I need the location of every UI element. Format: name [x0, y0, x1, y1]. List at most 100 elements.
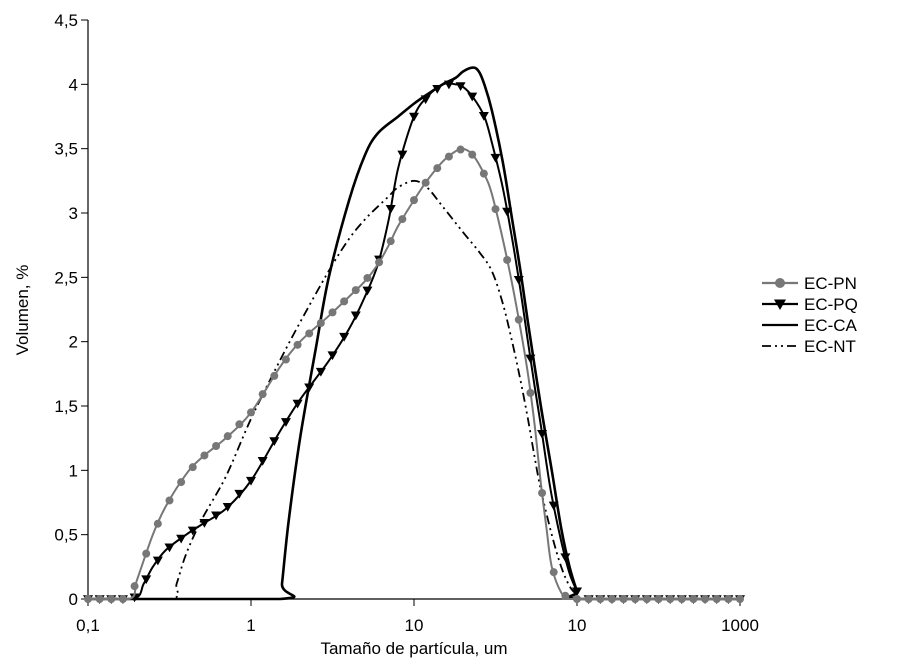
- series-line-ec-ca: [88, 66, 740, 601]
- marker-ec-pn: [118, 595, 127, 603]
- marker-ec-pn: [258, 390, 267, 399]
- x-axis-label: Tamaño de partícula, um: [320, 639, 507, 658]
- marker-ec-pn: [701, 595, 710, 603]
- marker-ec-pq: [280, 418, 291, 427]
- marker-ec-pq: [211, 511, 222, 521]
- marker-ec-pq: [350, 311, 361, 321]
- marker-ec-pq: [257, 457, 268, 466]
- marker-ec-pn: [596, 595, 605, 603]
- legend-marker-ec-pn: [775, 278, 785, 288]
- marker-ec-pn: [584, 595, 593, 603]
- y-tick-label: 1,5: [54, 397, 78, 416]
- axes: 0 0,5 1 1,5 2 2,5 3 3,5 4 4,5 0,1 1 10 10 1000: [54, 11, 759, 635]
- marker-ec-pn: [223, 432, 232, 441]
- marker-ec-pn: [351, 286, 360, 295]
- marker-ec-pn: [305, 329, 314, 338]
- marker-ec-pn: [328, 308, 337, 317]
- x-tick-label: 1000: [721, 616, 759, 635]
- marker-ec-pq: [397, 150, 408, 160]
- marker-ec-pn: [235, 420, 244, 429]
- series-ec-ca: [88, 66, 740, 601]
- marker-ec-pq: [327, 351, 338, 361]
- legend: EC-PN EC-PQ EC-CA EC-NT: [762, 274, 858, 356]
- marker-ec-pn: [526, 388, 535, 397]
- marker-ec-pq: [315, 367, 326, 377]
- marker-ec-pn: [433, 164, 442, 173]
- y-tick-label: 2: [69, 333, 78, 352]
- series-line-ec-pn: [88, 147, 740, 601]
- legend-item-ec-nt: EC-NT: [762, 337, 856, 356]
- legend-label-ec-pn: EC-PN: [804, 274, 857, 293]
- marker-ec-pq: [129, 593, 140, 603]
- marker-ec-pn: [398, 215, 407, 224]
- x-tick-label: 0,1: [76, 616, 100, 635]
- marker-ec-pq: [478, 111, 489, 121]
- marker-ec-pn: [95, 595, 104, 603]
- marker-ec-pn: [270, 371, 279, 380]
- marker-ec-pn: [549, 568, 558, 577]
- marker-ec-pn: [130, 582, 139, 591]
- legend-label-ec-ca: EC-CA: [804, 316, 858, 335]
- legend-item-ec-ca: EC-CA: [762, 316, 858, 335]
- marker-ec-pn: [631, 595, 640, 603]
- x-tick-label: 10: [568, 616, 587, 635]
- marker-ec-pn: [165, 496, 174, 505]
- marker-ec-pn: [293, 340, 302, 349]
- marker-ec-pn: [573, 595, 581, 603]
- marker-ec-pn: [212, 442, 221, 451]
- y-tick-label: 3,5: [54, 140, 78, 159]
- marker-ec-pq: [292, 399, 303, 409]
- marker-ec-pq: [560, 553, 571, 563]
- legend-label-ec-pq: EC-PQ: [804, 295, 858, 314]
- marker-ec-pn: [316, 319, 325, 328]
- marker-ec-pn: [538, 488, 547, 497]
- y-tick-label: 0,5: [54, 526, 78, 545]
- marker-ec-pn: [153, 519, 162, 528]
- marker-ec-pn: [654, 595, 663, 603]
- series-layer: [83, 66, 745, 604]
- series-ec-pn: [84, 145, 744, 603]
- marker-ec-pq: [234, 489, 245, 499]
- marker-ec-pn: [177, 478, 186, 487]
- marker-ec-pq: [362, 286, 373, 296]
- y-tick-label: 0: [69, 590, 78, 609]
- marker-ec-pn: [421, 178, 430, 187]
- x-tick-label: 1: [246, 616, 255, 635]
- y-tick-label: 3: [69, 204, 78, 223]
- marker-ec-pn: [200, 451, 209, 460]
- marker-ec-pq: [141, 575, 152, 585]
- series-line-ec-pq: [88, 82, 740, 601]
- marker-ec-pn: [247, 408, 255, 417]
- marker-ec-pn: [677, 595, 686, 603]
- marker-ec-pn: [444, 152, 453, 161]
- marker-ec-pn: [712, 595, 721, 603]
- marker-ec-pq: [443, 80, 454, 90]
- marker-ec-pq: [525, 354, 536, 364]
- marker-ec-pn: [666, 595, 675, 603]
- series-ec-nt: [88, 179, 740, 600]
- marker-ec-pq: [222, 502, 233, 512]
- marker-ec-pn: [468, 150, 477, 159]
- marker-ec-pq: [537, 429, 548, 439]
- y-tick-label: 4,5: [54, 11, 78, 30]
- marker-ec-pn: [503, 255, 512, 264]
- marker-ec-pn: [386, 237, 395, 246]
- marker-ec-pq: [432, 84, 443, 94]
- marker-ec-pn: [410, 196, 418, 205]
- marker-ec-pn: [607, 595, 616, 603]
- marker-ec-pn: [142, 549, 151, 558]
- marker-ec-pn: [107, 595, 116, 603]
- marker-ec-pq: [164, 543, 175, 553]
- y-tick-label: 2,5: [54, 268, 78, 287]
- marker-ec-pq: [269, 437, 280, 446]
- marker-ec-pq: [490, 153, 501, 163]
- series-line-ec-nt: [88, 179, 740, 600]
- marker-ec-pq: [409, 112, 419, 122]
- marker-ec-pq: [152, 556, 163, 566]
- marker-ec-pn: [514, 315, 523, 324]
- marker-ec-pn: [619, 595, 628, 603]
- marker-ec-pq: [246, 476, 256, 486]
- marker-ec-pq: [502, 207, 513, 217]
- legend-item-ec-pn: EC-PN: [762, 274, 857, 293]
